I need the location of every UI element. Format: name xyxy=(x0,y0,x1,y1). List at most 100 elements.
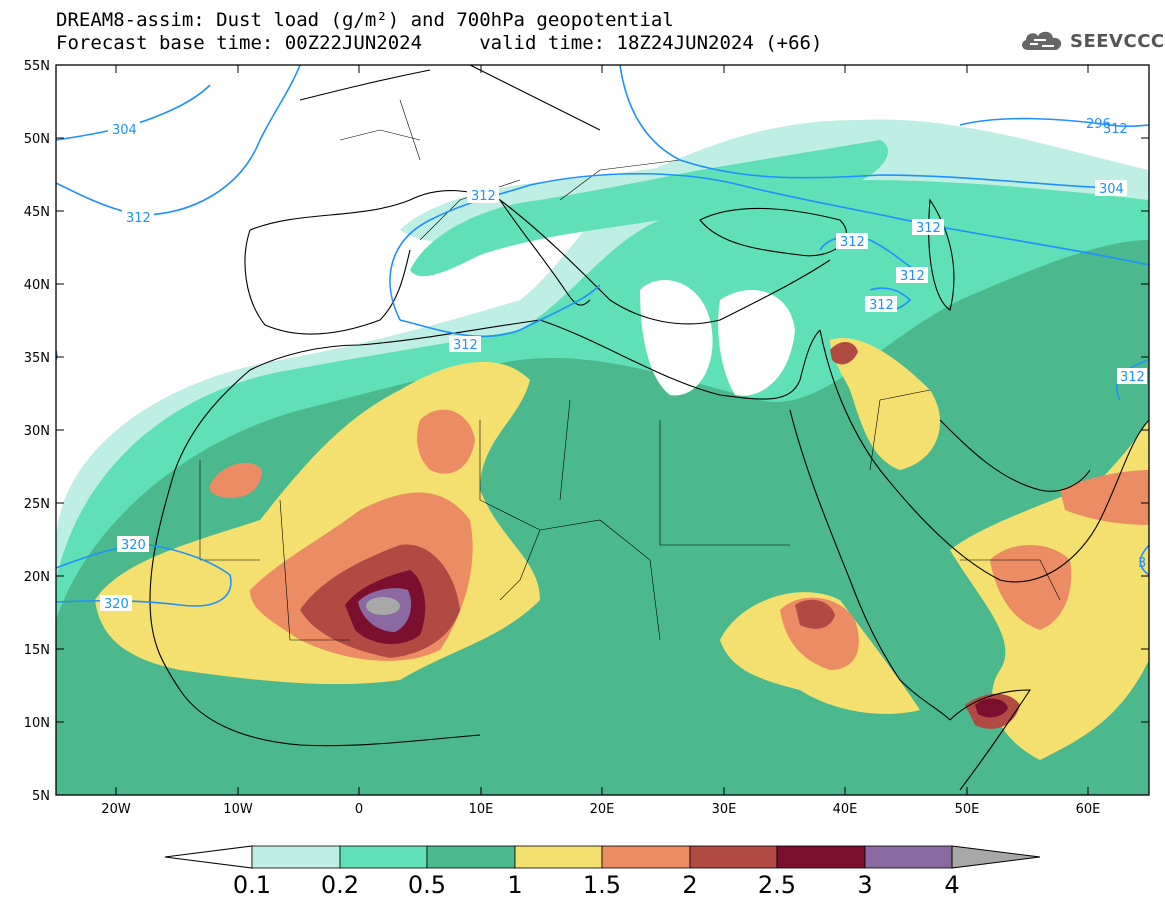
dust-band-1.5-alg xyxy=(417,409,475,474)
colorbar-label: 3 xyxy=(857,871,872,899)
contour-label: 312 xyxy=(126,211,151,226)
caspian xyxy=(928,198,955,311)
dust-band-2.0-iraq xyxy=(830,341,858,365)
contour-label: 296 xyxy=(1086,117,1111,132)
contour-label: 312 xyxy=(1103,122,1128,137)
lat-label: 45N xyxy=(24,205,50,220)
dust-band-1.5-sa xyxy=(209,462,262,499)
contour-312-africa xyxy=(399,284,601,338)
coastlines xyxy=(149,65,1149,791)
lat-label: 55N xyxy=(24,59,50,74)
lon-label: 60E xyxy=(1076,802,1101,817)
contour-label: 312 xyxy=(471,189,496,204)
contour-label: 3 xyxy=(1138,556,1146,571)
lat-label: 25N xyxy=(24,497,50,512)
borders xyxy=(199,99,1061,641)
dust-field xyxy=(56,119,1149,795)
dust-band-2.5-somali xyxy=(975,698,1008,718)
lon-label: 50E xyxy=(955,802,980,817)
contour-label: 304 xyxy=(112,123,137,138)
colorbar-label: 0.2 xyxy=(321,871,359,899)
border-line xyxy=(499,529,541,601)
lat-label: 20N xyxy=(24,570,50,585)
colorbar-label: 2 xyxy=(682,871,697,899)
contour-label: 312 xyxy=(900,269,925,284)
colorbar-swatch xyxy=(426,845,516,869)
lon-label: 20E xyxy=(590,802,615,817)
lat-label: 5N xyxy=(32,789,50,804)
contour-label: 320 xyxy=(104,597,129,612)
lat-label: 10N xyxy=(24,716,50,731)
dust-band-4.0 xyxy=(366,597,400,615)
contour-312-west xyxy=(56,65,301,216)
colorbar-high-arrow xyxy=(951,845,1041,869)
colorbar-swatch xyxy=(864,845,953,869)
colorbar-swatch xyxy=(514,845,603,869)
colorbar-label: 1.5 xyxy=(583,871,621,899)
colorbar: 0.1 0.2 0.5 1 1.5 2 2.5 3 4 xyxy=(164,845,1041,899)
europe-coast xyxy=(249,190,831,325)
horn-coast xyxy=(949,689,1032,791)
italy-coast xyxy=(499,199,591,306)
border-line xyxy=(960,559,1061,601)
border-line xyxy=(339,99,421,161)
lat-label: 30N xyxy=(24,424,50,439)
border-line xyxy=(279,499,350,641)
contour-labels: 304 312 312 312 312 312 312 312 320 320 … xyxy=(100,117,1147,612)
seevccc-logo: SEEVCCC xyxy=(1018,26,1165,56)
lat-label: 35N xyxy=(24,351,50,366)
arabia-coast xyxy=(819,329,1149,583)
contour-296-east xyxy=(959,117,1149,128)
north-europe xyxy=(299,65,601,131)
lat-label: 15N xyxy=(24,643,50,658)
clean-air-levant xyxy=(718,290,795,396)
colorbar-label: 0.5 xyxy=(408,871,446,899)
lat-label: 50N xyxy=(24,132,50,147)
dust-band-1.5-arabia xyxy=(990,545,1072,630)
contour-304-east xyxy=(619,65,1111,189)
colorbar-swatch xyxy=(601,845,691,869)
colorbar-label: 1 xyxy=(507,871,522,899)
contour-label: 312 xyxy=(916,221,941,236)
dust-band-1.5-oman xyxy=(1060,470,1149,525)
colorbar-low-arrow xyxy=(164,845,253,869)
colorbar-label: 2.5 xyxy=(758,871,796,899)
red-sea-coast xyxy=(789,409,951,721)
iberia-coast xyxy=(244,229,411,335)
africa-west-coast xyxy=(149,469,481,747)
lon-label: 30E xyxy=(712,802,737,817)
colorbar-swatch xyxy=(689,845,778,869)
cloud-icon xyxy=(1022,31,1062,50)
logo-text: SEEVCCC xyxy=(1070,30,1165,52)
dust-band-1.0-iraq xyxy=(830,338,940,470)
contour-label: 304 xyxy=(1099,182,1124,197)
persian-gulf xyxy=(939,419,1091,492)
contour-312-med xyxy=(389,172,1149,321)
map-subtitle: Forecast base time: 00Z22JUN2024 valid t… xyxy=(56,32,823,54)
lat-label: 40N xyxy=(24,278,50,293)
colorbar-swatch xyxy=(251,845,341,869)
contour-label: 312 xyxy=(869,298,894,313)
lon-label: 0 xyxy=(355,802,363,817)
border-line xyxy=(659,420,790,546)
border-line xyxy=(479,420,661,641)
clean-air-med xyxy=(640,280,713,396)
contour-320-east xyxy=(1139,544,1149,576)
contour-312-caucasus xyxy=(819,236,916,271)
lon-label: 10E xyxy=(469,802,494,817)
contour-label: 320 xyxy=(121,538,146,553)
border-line xyxy=(559,399,571,501)
lon-label: 40E xyxy=(833,802,858,817)
contour-label: 312 xyxy=(1120,370,1145,385)
lon-label: 20W xyxy=(101,802,131,817)
lat-axis: 55N 50N 45N 40N 35N 30N 25N 20N 15N 10N … xyxy=(24,59,1149,804)
colorbar-swatch xyxy=(339,845,428,869)
colorbar-label: 4 xyxy=(944,871,959,899)
lon-label: 10W xyxy=(223,802,253,817)
colorbar-swatch xyxy=(776,845,866,869)
map-title: DREAM8-assim: Dust load (g/m²) and 700hP… xyxy=(56,9,674,31)
border-line xyxy=(419,159,681,241)
border-line xyxy=(199,460,260,561)
lon-axis: 20W 10W 0 10E 20E 30E 40E 50E 60E xyxy=(101,65,1100,817)
